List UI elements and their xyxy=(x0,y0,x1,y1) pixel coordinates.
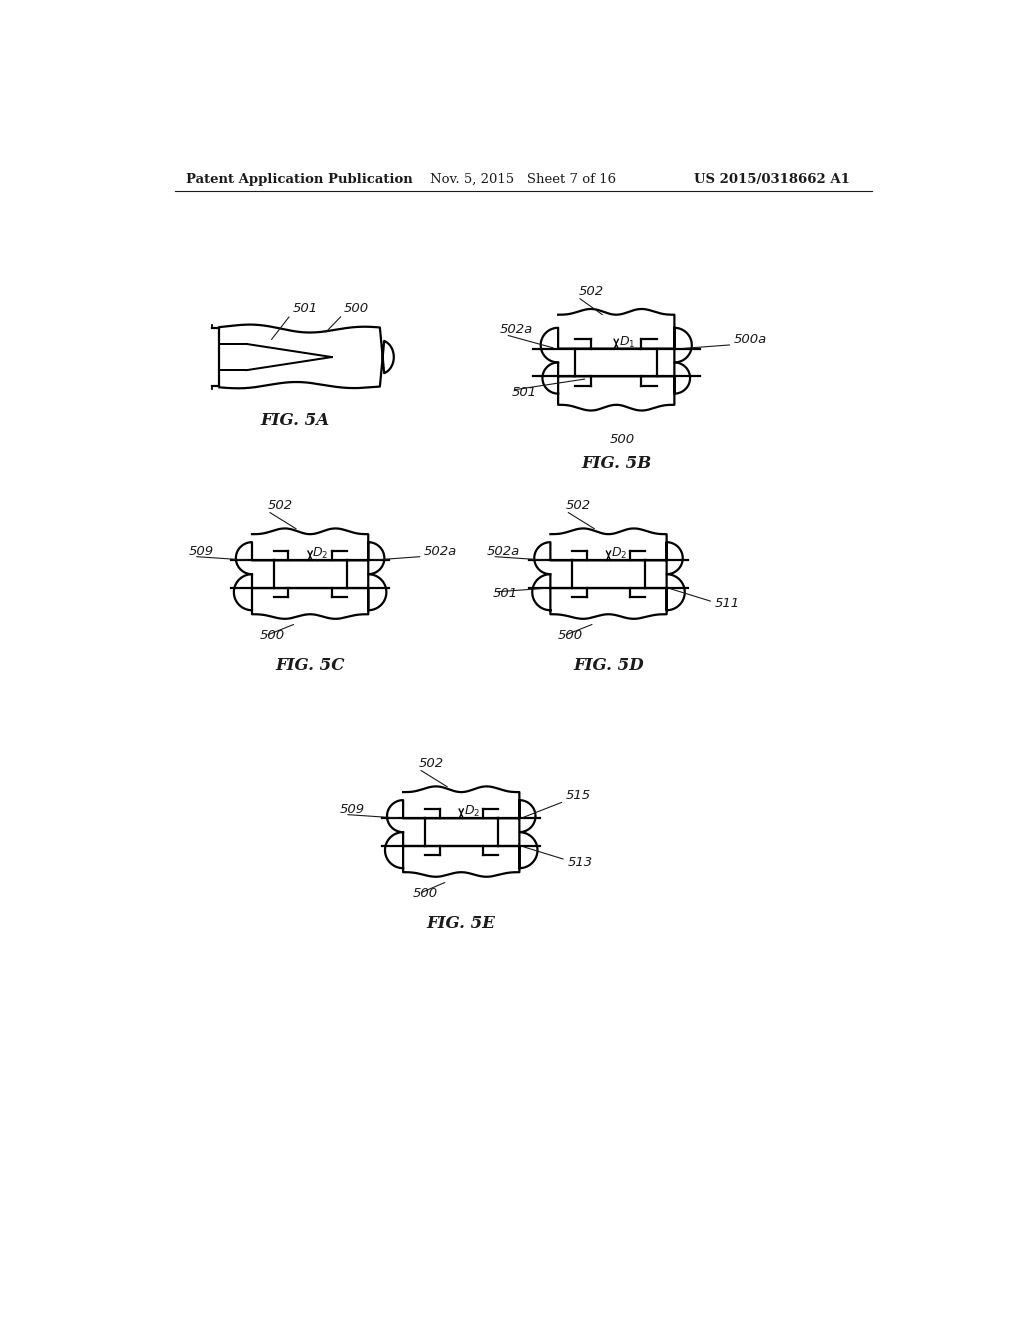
Text: 501: 501 xyxy=(493,587,517,601)
Text: 500: 500 xyxy=(558,628,584,642)
Text: $D_2$: $D_2$ xyxy=(312,545,329,561)
Text: FIG. 5E: FIG. 5E xyxy=(427,915,496,932)
Text: 502a: 502a xyxy=(486,545,520,558)
Text: 500a: 500a xyxy=(733,333,767,346)
Text: 502a: 502a xyxy=(500,323,534,337)
Text: 500: 500 xyxy=(344,302,370,315)
Text: 501: 501 xyxy=(512,385,537,399)
Text: 509: 509 xyxy=(340,803,365,816)
Text: FIG. 5C: FIG. 5C xyxy=(275,656,345,673)
Text: 511: 511 xyxy=(715,598,739,610)
Text: 500: 500 xyxy=(260,628,285,642)
Text: 500: 500 xyxy=(610,433,635,446)
Text: FIG. 5D: FIG. 5D xyxy=(573,656,644,673)
Text: US 2015/0318662 A1: US 2015/0318662 A1 xyxy=(693,173,850,186)
Text: FIG. 5B: FIG. 5B xyxy=(582,455,651,473)
Text: 502: 502 xyxy=(566,499,591,512)
Text: Nov. 5, 2015   Sheet 7 of 16: Nov. 5, 2015 Sheet 7 of 16 xyxy=(430,173,616,186)
Text: 500: 500 xyxy=(413,887,437,900)
Text: 502a: 502a xyxy=(424,545,458,558)
Text: 515: 515 xyxy=(566,789,591,803)
Text: Patent Application Publication: Patent Application Publication xyxy=(186,173,413,186)
Text: 502: 502 xyxy=(419,756,443,770)
Text: $D_1$: $D_1$ xyxy=(618,334,635,350)
Text: 513: 513 xyxy=(567,857,593,869)
Text: 502: 502 xyxy=(579,285,604,298)
Text: $D_2$: $D_2$ xyxy=(464,804,480,818)
Text: $D_2$: $D_2$ xyxy=(611,545,627,561)
Text: 509: 509 xyxy=(188,545,214,558)
Text: 501: 501 xyxy=(292,302,317,315)
Text: 502: 502 xyxy=(267,499,293,512)
Text: FIG. 5A: FIG. 5A xyxy=(260,412,329,429)
